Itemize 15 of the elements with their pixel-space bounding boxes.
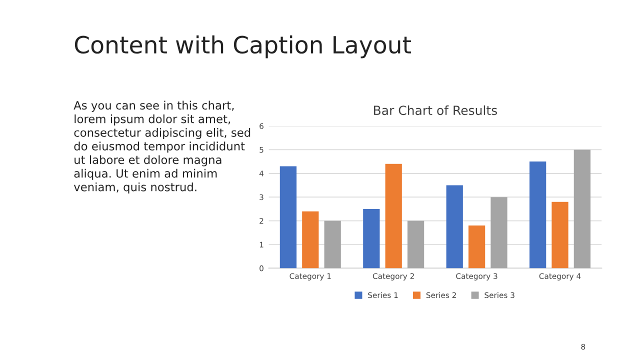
bar [490, 197, 508, 268]
bar [363, 208, 380, 268]
bar [529, 162, 546, 268]
bar [407, 220, 424, 268]
bar [324, 220, 341, 268]
bar [302, 211, 319, 268]
text: As you can see in this chart, lorem ipsum dolor sit amet, consectetur adipiscing elit, sed do eiusmod tempor incididunt ut labore et dolore magna aliqua. Ut enim ad minim veniam, quis nostrud. [74, 100, 250, 194]
text: Content with Caption Layout [74, 35, 411, 58]
bar [280, 166, 297, 268]
bar [552, 202, 568, 268]
chart-title: Bar Chart of Results [374, 105, 498, 116]
bar [385, 164, 402, 268]
bar [446, 185, 463, 268]
bar [468, 226, 486, 268]
bar [574, 150, 591, 268]
